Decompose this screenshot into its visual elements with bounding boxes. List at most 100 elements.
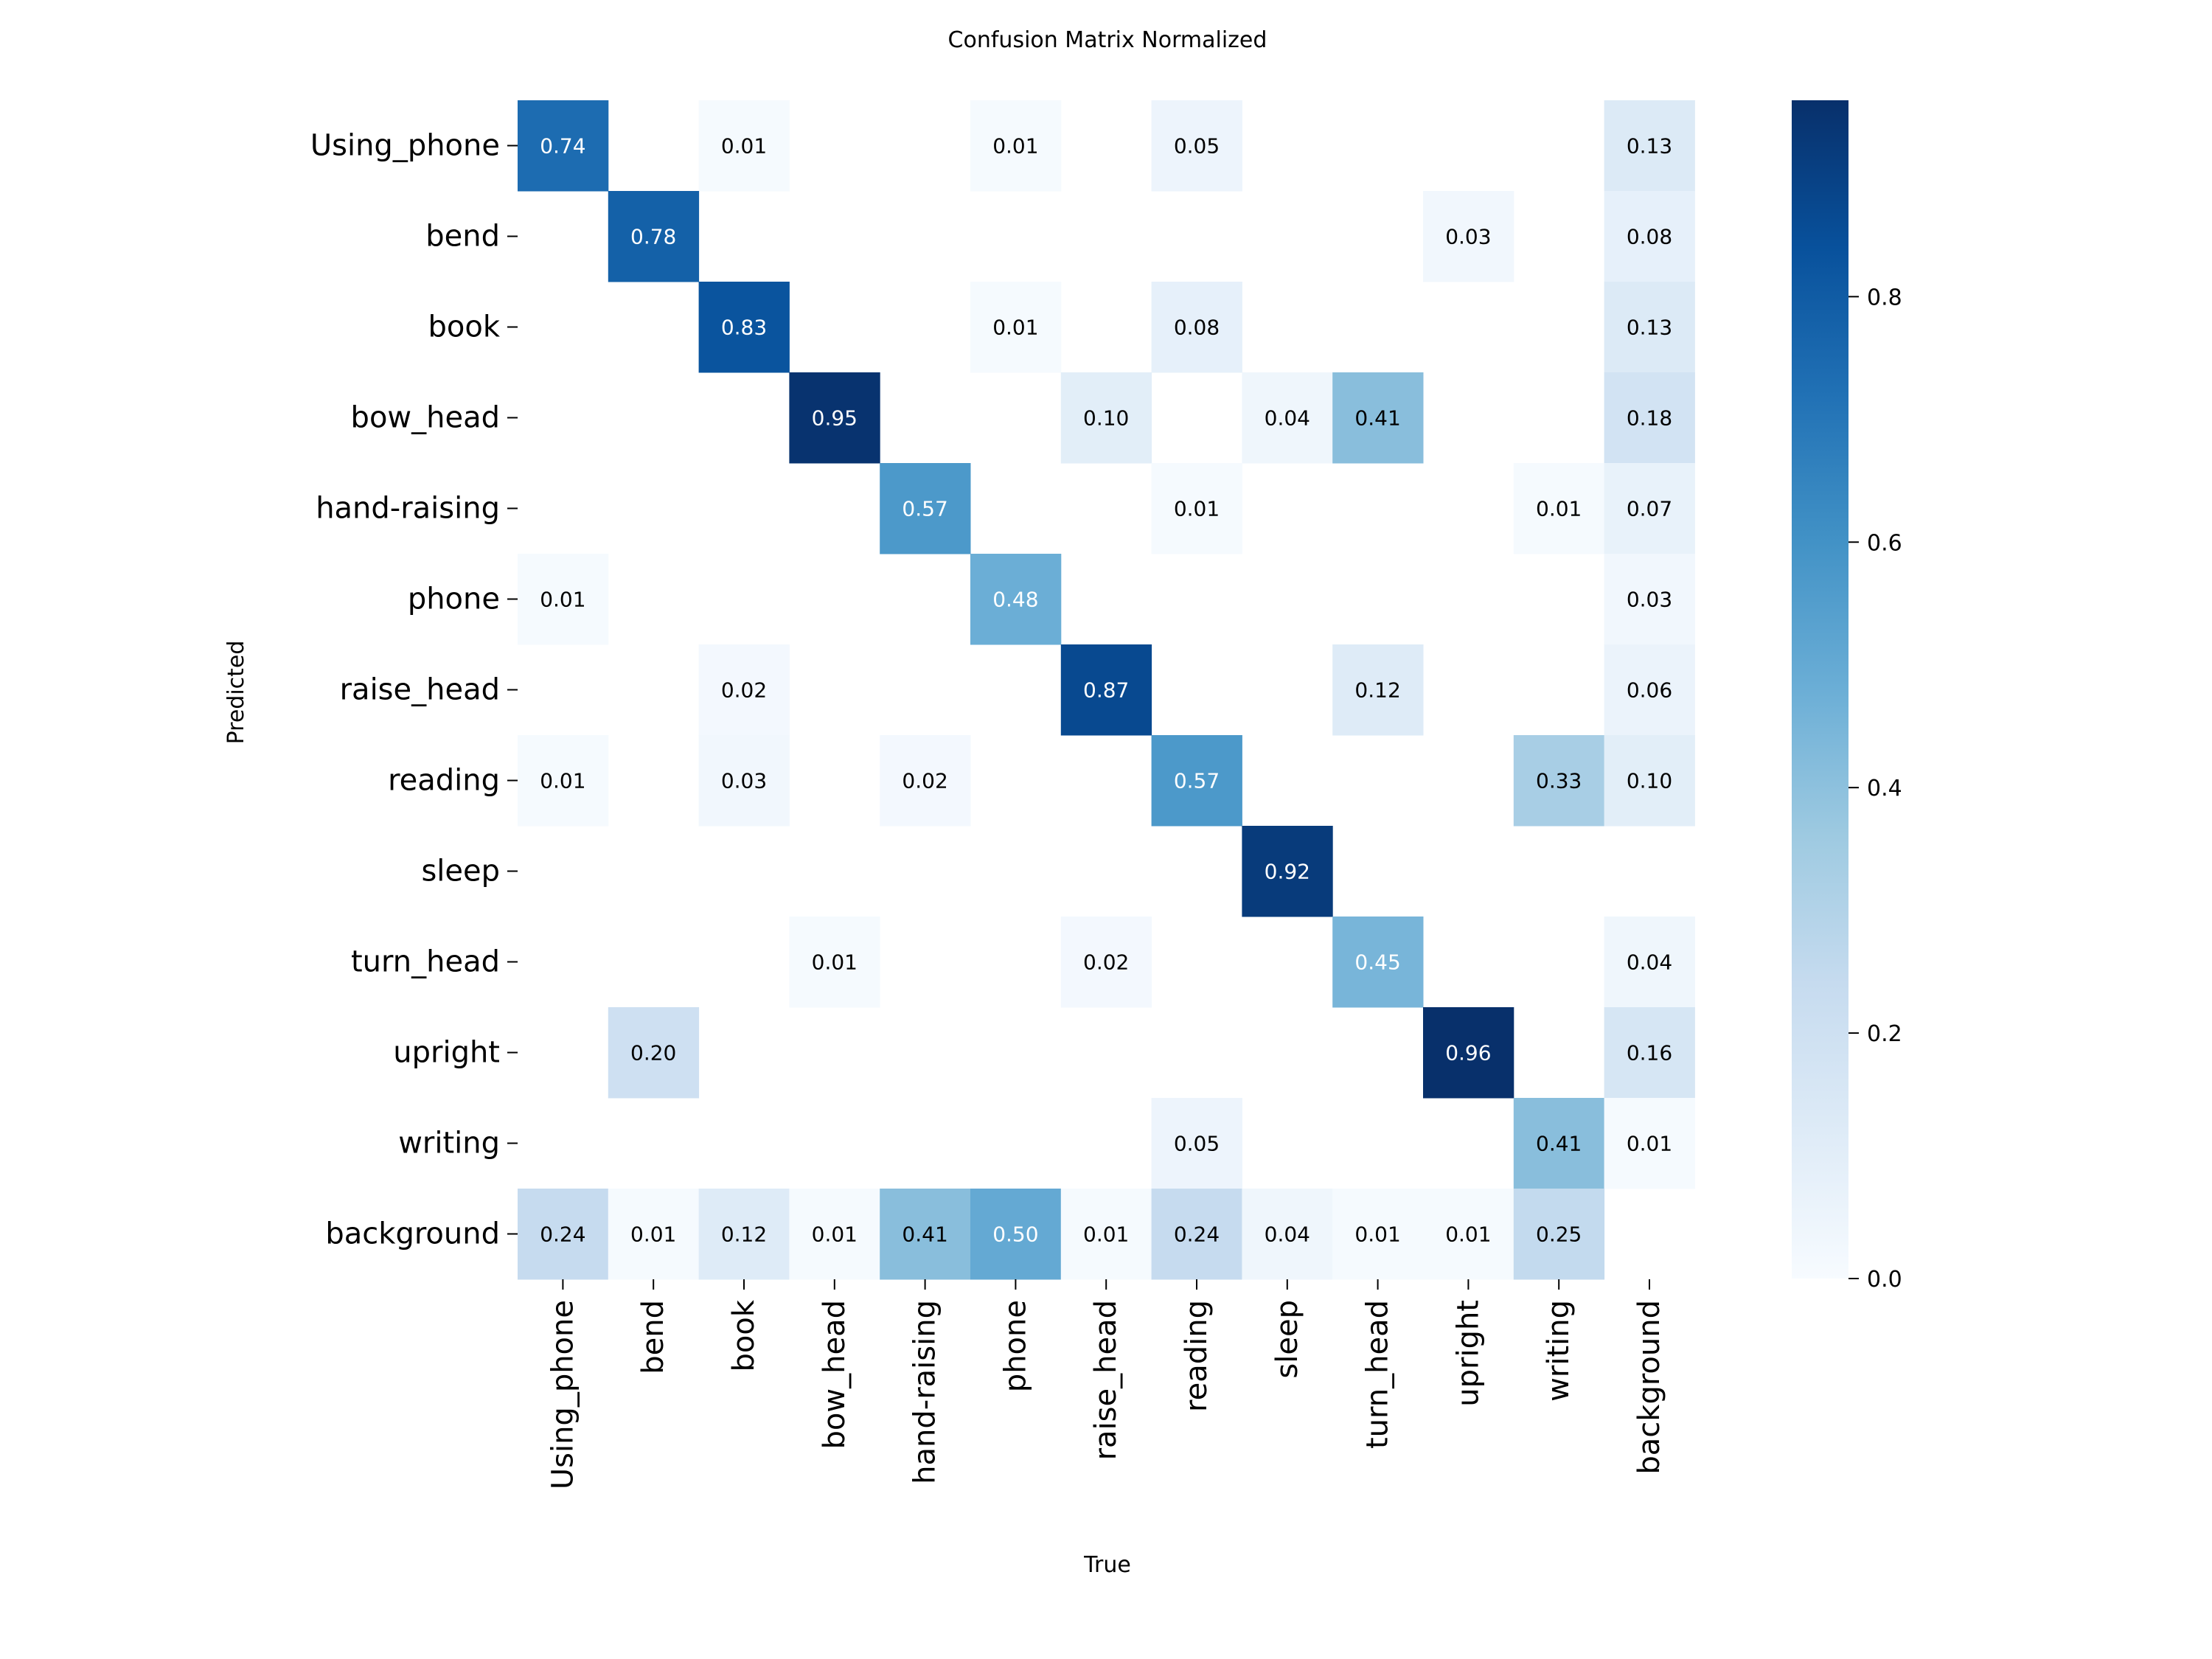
cell-value-label: 0.02	[721, 678, 767, 703]
y-tick-label: Using_phone	[310, 129, 500, 163]
colorbar-tick-label: 0.8	[1867, 285, 1902, 310]
cell-value-label: 0.07	[1627, 497, 1672, 521]
colorbar-tick-label: 0.4	[1867, 776, 1902, 801]
x-tick-label: turn_head	[1361, 1300, 1395, 1449]
heatmap-cell	[880, 735, 971, 827]
heatmap-cell	[1332, 372, 1424, 464]
heatmap-cell	[970, 554, 1062, 645]
heatmap-cell	[698, 644, 790, 736]
cell-value-label: 0.13	[1627, 134, 1672, 159]
heatmap-cell	[970, 100, 1062, 192]
cell-value-label: 0.01	[721, 134, 767, 159]
heatmap-cell	[518, 100, 609, 192]
y-tick-label: bow_head	[351, 401, 500, 435]
cell-value-label: 0.57	[902, 497, 947, 521]
cell-value-label: 0.03	[721, 769, 767, 793]
cell-value-label: 0.01	[812, 950, 858, 975]
cell-value-label: 0.01	[1174, 497, 1220, 521]
cell-value-label: 0.02	[1083, 950, 1129, 975]
y-tick-label: raise_head	[340, 673, 500, 707]
y-tick-label: writing	[398, 1127, 500, 1161]
cell-value-label: 0.24	[540, 1222, 585, 1247]
heatmap-cell	[1242, 372, 1333, 464]
cell-value-label: 0.01	[1627, 1132, 1672, 1156]
heatmap-cell	[1423, 1189, 1514, 1280]
heatmap-cell	[1242, 1189, 1333, 1280]
cell-value-label: 0.02	[902, 769, 947, 793]
heatmap-cell	[789, 917, 880, 1008]
heatmap-cell	[698, 735, 790, 827]
cell-value-label: 0.13	[1627, 316, 1672, 340]
cell-value-label: 0.04	[1627, 950, 1672, 975]
heatmap-cell	[518, 554, 609, 645]
cell-value-label: 0.03	[1445, 225, 1491, 249]
y-tick-label: book	[428, 310, 501, 344]
x-tick-label: bow_head	[818, 1300, 852, 1449]
x-tick-label: book	[727, 1299, 761, 1371]
heatmap-cell	[1604, 1007, 1695, 1099]
cell-value-label: 0.87	[1083, 678, 1129, 703]
heatmap-cell	[1060, 917, 1152, 1008]
cell-value-label: 0.03	[1627, 588, 1672, 612]
heatmap-cell	[698, 282, 790, 373]
cell-value-label: 0.05	[1174, 1132, 1220, 1156]
heatmap-cell	[1513, 463, 1605, 554]
y-axis-label: Predicted	[223, 641, 249, 745]
cell-value-label: 0.20	[630, 1041, 676, 1065]
heatmap-cell	[1604, 554, 1695, 645]
x-tick-label: writing	[1542, 1300, 1576, 1402]
y-tick-label: background	[325, 1217, 500, 1251]
cell-value-label: 0.08	[1627, 225, 1672, 249]
heatmap-cell	[789, 372, 880, 464]
cell-value-label: 0.24	[1174, 1222, 1220, 1247]
cell-value-label: 0.92	[1265, 860, 1310, 884]
cell-value-label: 0.01	[1445, 1222, 1491, 1247]
heatmap-cell	[518, 735, 609, 827]
cell-value-label: 0.25	[1536, 1222, 1582, 1247]
heatmap-cells: 0.74 0.01 0.01 0.05 0.13 0.78 0.03 0.08 0.83 0.01…	[518, 100, 1695, 1280]
heatmap-cell	[1332, 1189, 1424, 1280]
cell-value-label: 0.50	[992, 1222, 1038, 1247]
heatmap-cell	[1332, 917, 1424, 1008]
x-tick-label: raise_head	[1089, 1300, 1123, 1460]
x-tick-label: background	[1632, 1300, 1666, 1475]
cell-value-label: 0.05	[1174, 134, 1220, 159]
heatmap-cell	[1604, 191, 1695, 282]
cell-value-label: 0.83	[721, 316, 767, 340]
heatmap-cell	[880, 1189, 971, 1280]
colorbar-ticks: 0.0 0.2 0.4 0.6 0.8	[1848, 285, 1902, 1293]
heatmap-cell	[1332, 644, 1424, 736]
cell-value-label: 0.01	[1354, 1222, 1400, 1247]
x-tick-label: hand-raising	[908, 1300, 942, 1484]
heatmap-cell	[608, 1189, 700, 1280]
heatmap-cell	[1151, 282, 1242, 373]
heatmap-cell	[1151, 1189, 1242, 1280]
y-tick-label: phone	[408, 582, 500, 616]
cell-value-label: 0.74	[540, 134, 585, 159]
heatmap-cell	[608, 1007, 700, 1099]
y-tick-label: hand-raising	[316, 492, 500, 526]
cell-value-label: 0.96	[1445, 1041, 1491, 1065]
cell-value-label: 0.01	[992, 316, 1038, 340]
y-tick-label: reading	[388, 764, 500, 798]
cell-value-label: 0.04	[1265, 406, 1310, 431]
heatmap-cell	[1513, 1098, 1605, 1189]
colorbar-tick-label: 0.2	[1867, 1021, 1902, 1047]
x-tick-label: phone	[998, 1300, 1032, 1392]
cell-value-label: 0.33	[1536, 769, 1582, 793]
cell-value-label: 0.16	[1627, 1041, 1672, 1065]
heatmap-cell	[880, 463, 971, 554]
heatmap-cell	[1604, 917, 1695, 1008]
heatmap-cell	[1060, 1189, 1152, 1280]
heatmap-cell	[1604, 644, 1695, 736]
heatmap-cell	[1060, 372, 1152, 464]
x-tick-label: bend	[636, 1300, 670, 1374]
cell-value-label: 0.08	[1174, 316, 1220, 340]
chart-title: Confusion Matrix Normalized	[948, 27, 1267, 53]
x-tick-labels: Using_phone bend book bow_head hand-raising p…	[546, 1279, 1666, 1489]
heatmap-cell	[1151, 735, 1242, 827]
cell-value-label: 0.06	[1627, 678, 1672, 703]
heatmap-cell	[1604, 463, 1695, 554]
heatmap-cell	[970, 282, 1062, 373]
